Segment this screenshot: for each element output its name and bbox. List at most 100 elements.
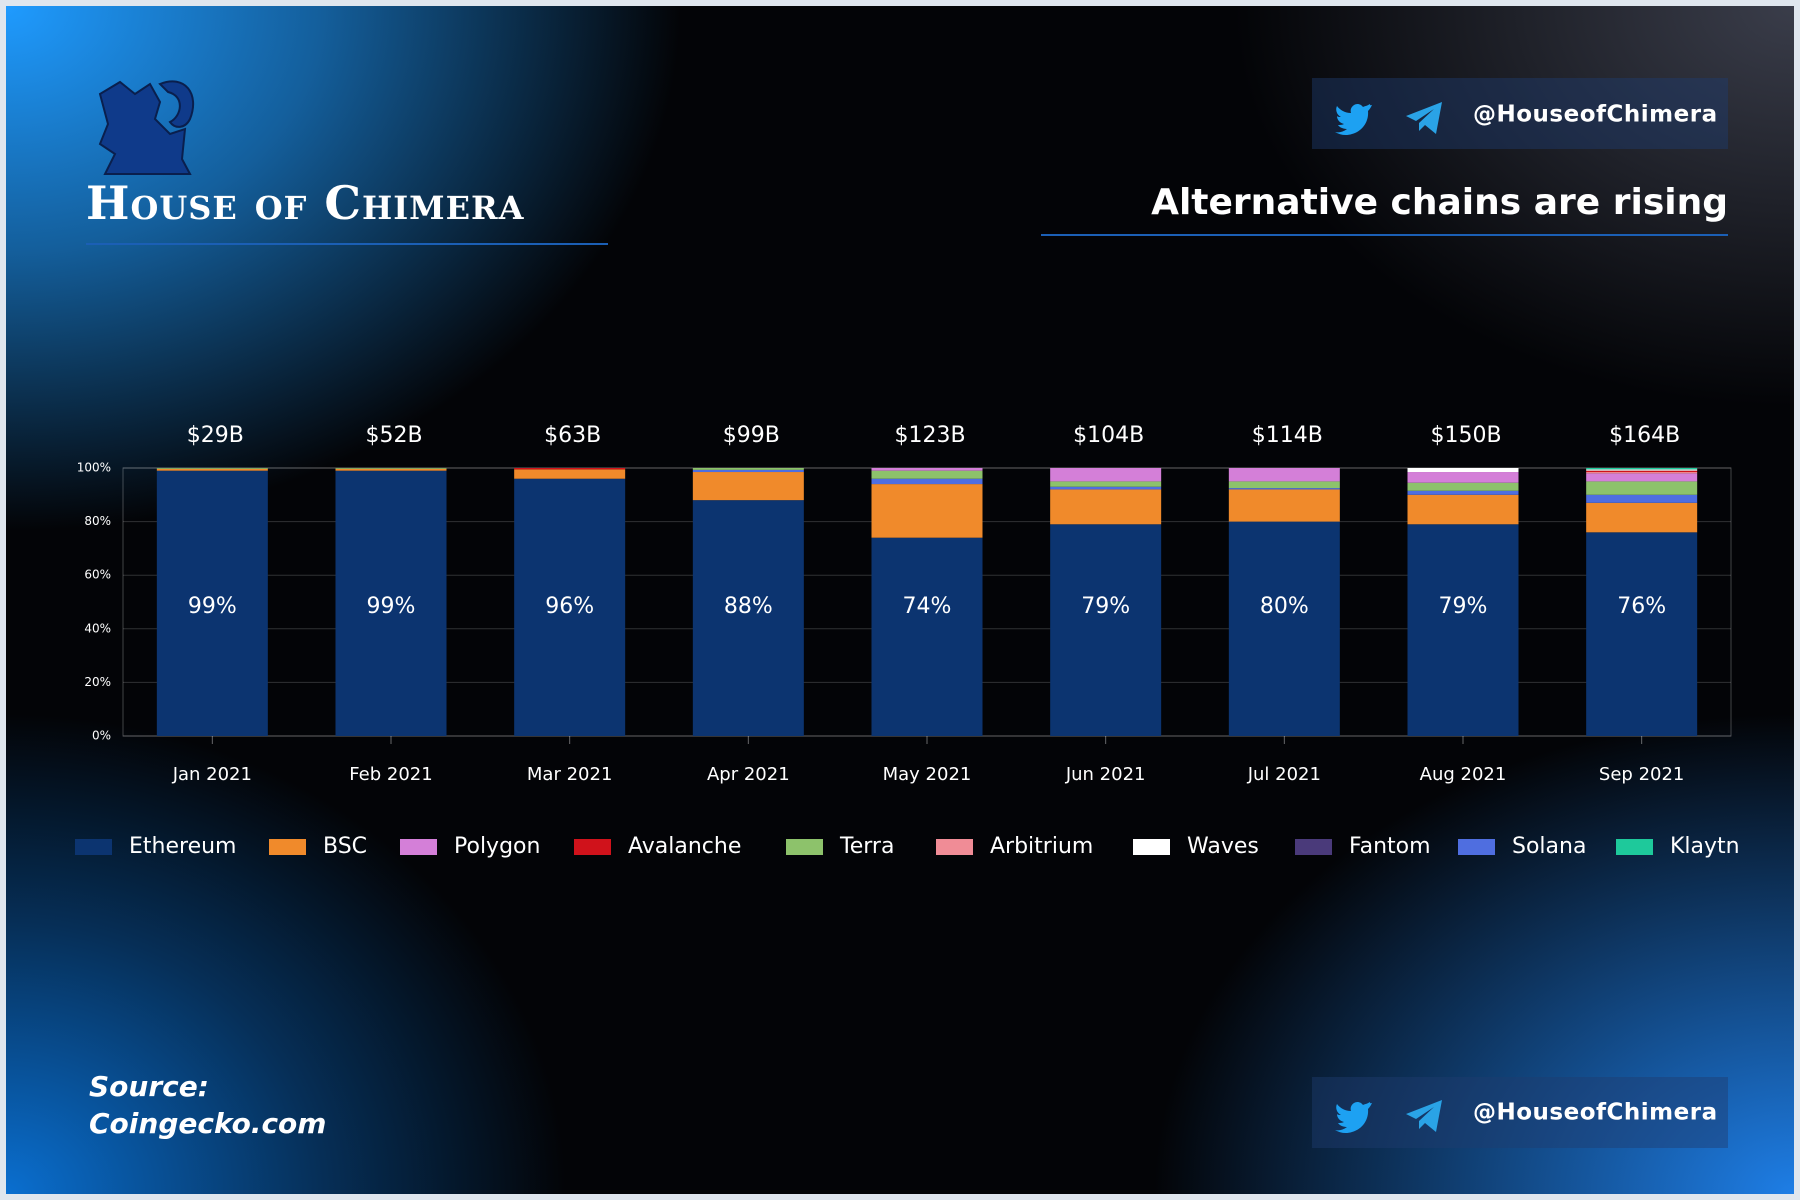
bar-segment	[871, 470, 983, 479]
bar-segment	[1586, 470, 1698, 473]
legend-label: Polygon	[454, 834, 540, 859]
legend-swatch	[400, 839, 437, 855]
telegram-icon	[1406, 102, 1442, 134]
legend-swatch	[1133, 839, 1170, 855]
bar-segment	[1586, 469, 1698, 471]
x-tick-label: Aug 2021	[1420, 764, 1507, 785]
data-label: 79%	[1439, 594, 1488, 619]
bar-total: $104B	[1073, 423, 1144, 448]
source-label: Source:	[89, 1070, 209, 1103]
legend-swatch	[1458, 839, 1495, 855]
data-label: 80%	[1260, 594, 1309, 619]
y-tick-label: 100%	[77, 461, 111, 475]
bar-segment	[692, 468, 804, 470]
legend-swatch	[75, 839, 112, 855]
bar-segment	[871, 468, 983, 471]
bar-segment	[1586, 494, 1698, 503]
bar-segment	[1050, 486, 1162, 490]
legend-swatch	[1295, 839, 1332, 855]
bar-segment	[1050, 524, 1162, 736]
bar-segment	[1407, 482, 1519, 491]
y-tick-label: 40%	[84, 621, 111, 635]
bar-segment	[1228, 488, 1340, 490]
bar-segment	[871, 484, 983, 538]
bar-total: $150B	[1430, 423, 1501, 448]
bar-segment	[1407, 524, 1519, 736]
bar-segment	[1586, 532, 1698, 736]
legend-label: Solana	[1512, 834, 1586, 859]
data-label: 79%	[1081, 594, 1130, 619]
bar-segment	[1586, 502, 1698, 533]
bar-segment	[1050, 481, 1162, 487]
legend-swatch	[269, 839, 306, 855]
social-box	[1312, 1077, 1728, 1148]
bar-total: $123B	[894, 423, 965, 448]
data-label: 74%	[903, 594, 952, 619]
data-label: 99%	[367, 594, 416, 619]
data-label: 99%	[188, 594, 237, 619]
y-tick-label: 80%	[84, 514, 111, 528]
bar-total: $164B	[1609, 423, 1680, 448]
y-tick-label: 60%	[84, 568, 111, 582]
bar-segment	[1586, 472, 1698, 474]
bar-segment	[1407, 468, 1519, 473]
social-box	[1312, 78, 1728, 149]
bar-segment	[1407, 472, 1519, 483]
x-tick-label: Apr 2021	[707, 764, 790, 785]
bar-segment	[692, 472, 804, 501]
bar-total: $99B	[723, 423, 780, 448]
bar-segment	[1050, 468, 1162, 482]
bar-segment	[1586, 473, 1698, 482]
bar-segment	[692, 469, 804, 473]
bar-segment	[335, 468, 447, 471]
legend-label: Fantom	[1349, 834, 1431, 859]
x-tick-label: Sep 2021	[1599, 764, 1684, 785]
bar-segment	[1407, 490, 1519, 495]
legend-label: Avalanche	[628, 834, 741, 859]
bar-segment	[335, 470, 447, 736]
bar-total: $63B	[544, 423, 601, 448]
bar-segment	[514, 469, 626, 479]
bar-segment	[156, 468, 268, 471]
bar-segment	[1228, 468, 1340, 482]
chart-title: Alternative chains are rising	[1151, 182, 1728, 223]
legend-label: BSC	[323, 834, 367, 859]
legend-swatch	[574, 839, 611, 855]
bar-segment	[1407, 494, 1519, 525]
bar-segment	[1228, 489, 1340, 522]
bar-total: $114B	[1252, 423, 1323, 448]
bar-segment	[1228, 481, 1340, 489]
legend-label: Waves	[1187, 834, 1259, 859]
x-tick-label: May 2021	[883, 764, 972, 785]
x-tick-label: Mar 2021	[527, 764, 613, 785]
telegram-icon	[1406, 1100, 1442, 1132]
bar-segment	[871, 537, 983, 736]
chart: House of Chimera @HouseofChimera Alterna…	[75, 78, 1740, 1148]
x-tick-label: Jul 2021	[1247, 764, 1321, 785]
brand: House of Chimera	[86, 176, 525, 230]
social-handle: @HouseofChimera	[1473, 1100, 1718, 1126]
bar-segment	[156, 468, 268, 469]
data-label: 76%	[1617, 594, 1666, 619]
data-label: 88%	[724, 594, 773, 619]
social-handle: @HouseofChimera	[1473, 102, 1718, 128]
bar-total: $52B	[365, 423, 422, 448]
bar-segment	[514, 478, 626, 736]
twitter-icon	[1335, 103, 1372, 136]
infographic: House of Chimera @HouseofChimera Alterna…	[6, 6, 1794, 1194]
legend-swatch	[1616, 839, 1653, 855]
legend-swatch	[786, 839, 823, 855]
bar-segment	[871, 478, 983, 485]
legend-label: Arbitrium	[990, 834, 1093, 859]
bar-segment	[692, 500, 804, 736]
bar-segment	[1586, 468, 1698, 470]
legend-label: Ethereum	[129, 834, 236, 859]
logo	[98, 80, 195, 175]
data-label: 96%	[545, 594, 594, 619]
bar-segment	[335, 468, 447, 469]
legend-label: Klaytn	[1670, 834, 1740, 859]
bar-segment	[156, 470, 268, 736]
legend-swatch	[936, 839, 973, 855]
x-tick-label: Jan 2021	[172, 764, 252, 785]
bar-segment	[1050, 489, 1162, 525]
